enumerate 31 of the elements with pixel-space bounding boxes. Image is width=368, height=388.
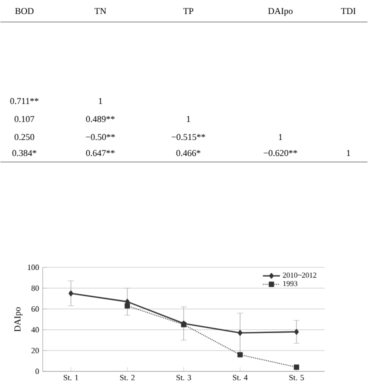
x-tick-label: St. 1	[64, 374, 78, 380]
text: 0.711**	[10, 98, 39, 104]
y-axis-title: DAIpo	[14, 307, 22, 332]
text: TDI	[341, 8, 356, 14]
text: 1	[279, 134, 282, 140]
text: 0.107	[14, 116, 34, 122]
text: 0.489**	[86, 116, 115, 122]
text: DAIpo	[268, 8, 293, 16]
text: TP	[183, 8, 194, 14]
x-tick-label: St. 3	[176, 374, 192, 380]
y-tick-label: 40	[31, 327, 39, 332]
text: 1	[99, 98, 102, 104]
x-tick-label: St. 4	[233, 374, 248, 380]
text: TN	[94, 8, 106, 14]
text: 0.384*	[12, 150, 36, 156]
text: −0.50**	[86, 134, 115, 140]
text: 0.466*	[176, 150, 200, 156]
text: −0.515**	[172, 134, 206, 140]
x-tick-label: St. 5	[289, 374, 304, 380]
y-tick-label: 100	[28, 264, 39, 270]
y-tick-label: 60	[32, 306, 39, 312]
text: 0.250	[14, 134, 34, 140]
y-tick-label: 0	[36, 368, 39, 374]
text: 1	[187, 116, 190, 122]
y-tick-label: 80	[32, 285, 39, 291]
text: −0.620**	[264, 150, 298, 156]
text: 1	[347, 150, 350, 156]
y-tick-label: 20	[32, 348, 39, 354]
x-tick-label: St. 2	[120, 374, 135, 380]
text: 0.647**	[86, 150, 115, 156]
text: BOD	[15, 8, 34, 14]
